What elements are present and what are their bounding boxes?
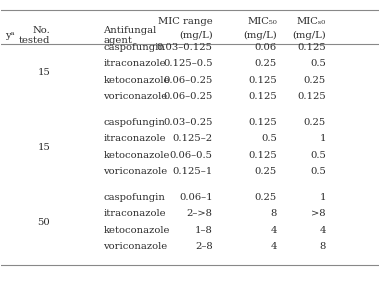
Text: 1–8: 1–8 bbox=[195, 226, 213, 235]
Text: 0.25: 0.25 bbox=[304, 118, 326, 127]
Text: 0.06–0.25: 0.06–0.25 bbox=[163, 92, 213, 101]
Text: 0.25: 0.25 bbox=[255, 59, 277, 68]
Text: 15: 15 bbox=[38, 142, 51, 151]
Text: 50: 50 bbox=[38, 218, 51, 227]
Text: 0.03–0.25: 0.03–0.25 bbox=[163, 118, 213, 127]
Text: MIC₅₀: MIC₅₀ bbox=[247, 17, 277, 26]
Text: caspofungin: caspofungin bbox=[103, 43, 165, 52]
Text: yᵃ: yᵃ bbox=[5, 31, 15, 40]
Text: Antifungal
agent: Antifungal agent bbox=[103, 26, 157, 45]
Text: 0.5: 0.5 bbox=[310, 59, 326, 68]
Text: 4: 4 bbox=[270, 226, 277, 235]
Text: 0.5: 0.5 bbox=[310, 168, 326, 177]
Text: 0.06–0.5: 0.06–0.5 bbox=[169, 151, 213, 160]
Text: 0.5: 0.5 bbox=[261, 134, 277, 143]
Text: 0.125–1: 0.125–1 bbox=[173, 168, 213, 177]
Text: MICₛ₀: MICₛ₀ bbox=[296, 17, 326, 26]
Text: 0.06: 0.06 bbox=[255, 43, 277, 52]
Text: 1: 1 bbox=[319, 134, 326, 143]
Text: 8: 8 bbox=[271, 209, 277, 218]
Text: 0.06–0.25: 0.06–0.25 bbox=[163, 76, 213, 85]
Text: 2–8: 2–8 bbox=[195, 242, 213, 251]
Text: >8: >8 bbox=[311, 209, 326, 218]
Text: 0.06–1: 0.06–1 bbox=[179, 193, 213, 202]
Text: 0.125–0.5: 0.125–0.5 bbox=[163, 59, 213, 68]
Text: 4: 4 bbox=[270, 242, 277, 251]
Text: 1: 1 bbox=[319, 193, 326, 202]
Text: 0.125: 0.125 bbox=[248, 118, 277, 127]
Text: 0.25: 0.25 bbox=[255, 168, 277, 177]
Text: ketoconazole: ketoconazole bbox=[103, 151, 170, 160]
Text: 0.125: 0.125 bbox=[297, 92, 326, 101]
Text: 0.125: 0.125 bbox=[297, 43, 326, 52]
Text: itraconazole: itraconazole bbox=[103, 59, 166, 68]
Text: 4: 4 bbox=[319, 226, 326, 235]
Text: voriconazole: voriconazole bbox=[103, 92, 168, 101]
Text: voriconazole: voriconazole bbox=[103, 242, 168, 251]
Text: 8: 8 bbox=[320, 242, 326, 251]
Text: 0.25: 0.25 bbox=[255, 193, 277, 202]
Text: 0.125: 0.125 bbox=[248, 151, 277, 160]
Text: 0.125–2: 0.125–2 bbox=[173, 134, 213, 143]
Text: 0.03–0.125: 0.03–0.125 bbox=[157, 43, 213, 52]
Text: itraconazole: itraconazole bbox=[103, 209, 166, 218]
Text: (mg/L): (mg/L) bbox=[243, 31, 277, 40]
Text: 0.25: 0.25 bbox=[304, 76, 326, 85]
Text: caspofungin: caspofungin bbox=[103, 118, 165, 127]
Text: ketoconazole: ketoconazole bbox=[103, 76, 170, 85]
Text: 0.125: 0.125 bbox=[248, 76, 277, 85]
Text: voriconazole: voriconazole bbox=[103, 168, 168, 177]
Text: MIC range: MIC range bbox=[158, 17, 213, 26]
Text: (mg/L): (mg/L) bbox=[292, 31, 326, 40]
Text: No.
tested: No. tested bbox=[19, 26, 51, 45]
Text: 0.5: 0.5 bbox=[310, 151, 326, 160]
Text: caspofungin: caspofungin bbox=[103, 193, 165, 202]
Text: 2–>8: 2–>8 bbox=[187, 209, 213, 218]
Text: itraconazole: itraconazole bbox=[103, 134, 166, 143]
Text: ketoconazole: ketoconazole bbox=[103, 226, 170, 235]
Text: 15: 15 bbox=[38, 68, 51, 77]
Text: 0.125: 0.125 bbox=[248, 92, 277, 101]
Text: (mg/L): (mg/L) bbox=[179, 31, 213, 40]
